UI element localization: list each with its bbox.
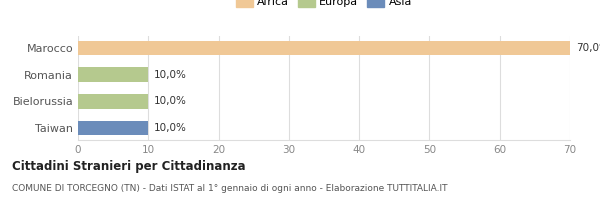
- Bar: [78, 67, 148, 82]
- Text: 70,0%: 70,0%: [575, 43, 600, 53]
- Legend: Africa, Europa, Asia: Africa, Europa, Asia: [232, 0, 416, 12]
- Text: 10,0%: 10,0%: [154, 96, 187, 106]
- Text: 10,0%: 10,0%: [154, 123, 187, 133]
- Bar: [78, 41, 570, 55]
- Text: COMUNE DI TORCEGNO (TN) - Dati ISTAT al 1° gennaio di ogni anno - Elaborazione T: COMUNE DI TORCEGNO (TN) - Dati ISTAT al …: [12, 184, 448, 193]
- Bar: [78, 94, 148, 109]
- Bar: [78, 121, 148, 135]
- Text: Cittadini Stranieri per Cittadinanza: Cittadini Stranieri per Cittadinanza: [12, 160, 245, 173]
- Text: 10,0%: 10,0%: [154, 70, 187, 80]
